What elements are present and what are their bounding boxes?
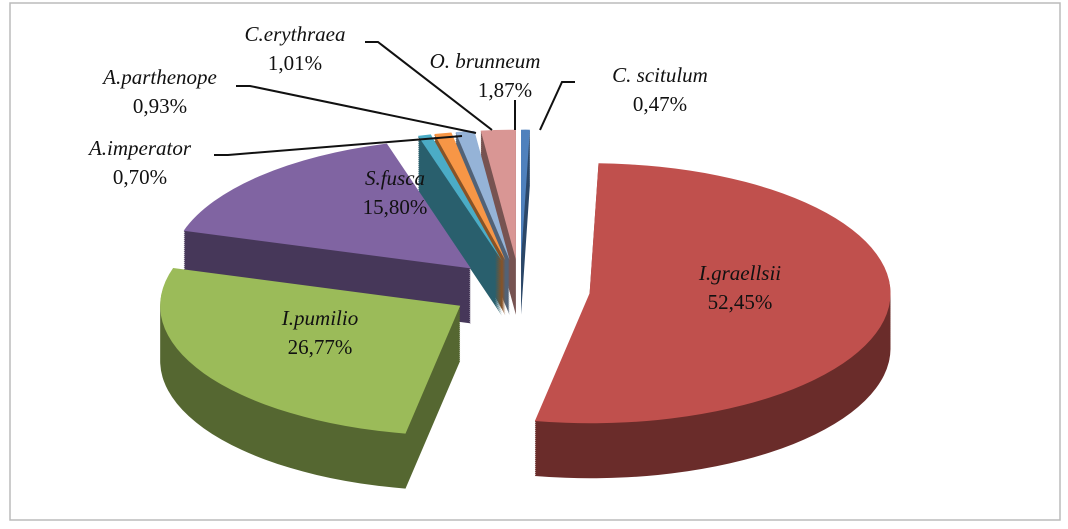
data-label: 1,01%	[268, 51, 322, 75]
data-label: 26,77%	[288, 335, 353, 359]
slice	[521, 129, 530, 260]
slice-name: A.parthenope	[101, 65, 217, 89]
data-label: 0,70%	[113, 165, 167, 189]
leader-line	[214, 135, 463, 156]
leader-line	[365, 41, 493, 131]
slice-name: S.fusca	[365, 166, 425, 190]
data-label: 52,45%	[708, 290, 773, 314]
data-label: 1,87%	[478, 78, 532, 102]
slice-side	[418, 135, 502, 316]
leader-line	[539, 81, 575, 131]
slice-name: C. scitulum	[612, 63, 708, 87]
data-label: 0,47%	[633, 92, 687, 116]
pie	[160, 129, 891, 489]
slice-name: A.imperator	[87, 136, 192, 160]
slice-name: I.pumilio	[281, 306, 358, 330]
slice	[534, 163, 891, 424]
slice	[183, 143, 471, 269]
slice-name: C.erythraea	[245, 22, 346, 46]
slice	[480, 129, 516, 260]
data-label: 15,80%	[363, 195, 428, 219]
slice	[418, 134, 502, 261]
leader-line	[236, 85, 477, 134]
slice	[160, 268, 461, 434]
data-label: 0,93%	[133, 94, 187, 118]
slice	[434, 132, 506, 261]
slice-name: I.graellsii	[698, 261, 781, 285]
labels: C. scitulum 0,47% I.graellsii 52,45% I.pumil…	[87, 22, 781, 359]
slice	[455, 130, 510, 261]
slice-name: O. brunneum	[430, 49, 541, 73]
